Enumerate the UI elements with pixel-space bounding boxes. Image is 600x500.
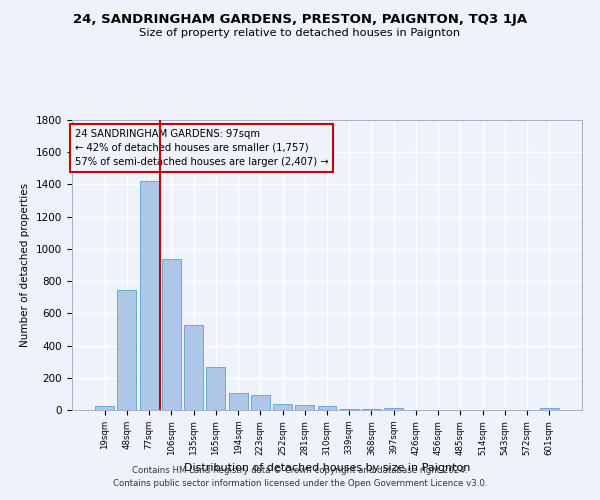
- Text: Contains HM Land Registry data © Crown copyright and database right 2024.
Contai: Contains HM Land Registry data © Crown c…: [113, 466, 487, 487]
- Bar: [295, 406, 314, 410]
- Bar: [206, 368, 225, 410]
- Bar: [384, 408, 403, 410]
- Text: 24, SANDRINGHAM GARDENS, PRESTON, PAIGNTON, TQ3 1JA: 24, SANDRINGHAM GARDENS, PRESTON, PAIGNT…: [73, 12, 527, 26]
- Bar: [362, 409, 381, 410]
- Bar: [317, 406, 337, 410]
- Text: Size of property relative to detached houses in Paignton: Size of property relative to detached ho…: [139, 28, 461, 38]
- Bar: [273, 404, 292, 410]
- Bar: [140, 181, 158, 410]
- Y-axis label: Number of detached properties: Number of detached properties: [20, 183, 31, 347]
- Bar: [95, 406, 114, 410]
- Bar: [540, 408, 559, 410]
- Bar: [229, 393, 248, 410]
- Bar: [251, 394, 270, 410]
- Text: 24 SANDRINGHAM GARDENS: 97sqm
← 42% of detached houses are smaller (1,757)
57% o: 24 SANDRINGHAM GARDENS: 97sqm ← 42% of d…: [74, 128, 328, 166]
- Bar: [340, 409, 359, 410]
- Bar: [118, 290, 136, 410]
- Bar: [184, 324, 203, 410]
- Bar: [162, 259, 181, 410]
- X-axis label: Distribution of detached houses by size in Paignton: Distribution of detached houses by size …: [184, 463, 470, 473]
